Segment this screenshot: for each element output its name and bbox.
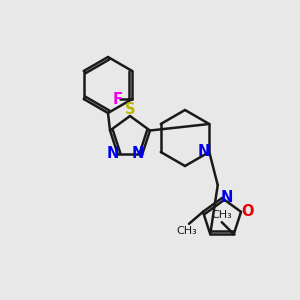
Text: CH₃: CH₃ — [177, 226, 197, 236]
Text: O: O — [241, 204, 253, 219]
Text: F: F — [112, 92, 122, 106]
Text: CH₃: CH₃ — [212, 210, 232, 220]
Text: N: N — [131, 146, 143, 161]
Text: N: N — [198, 145, 210, 160]
Text: N: N — [106, 146, 119, 161]
Text: N: N — [221, 190, 233, 206]
Text: S: S — [125, 103, 135, 118]
